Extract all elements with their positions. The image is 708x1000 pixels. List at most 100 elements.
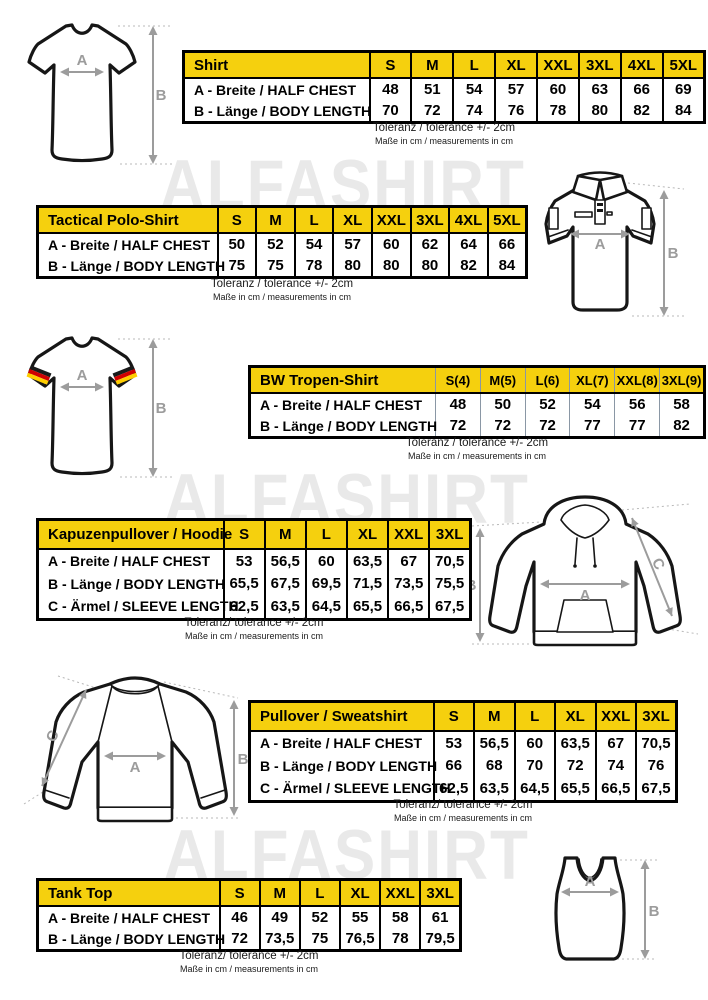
measure-arrow-b: B: [148, 339, 167, 477]
polo-collar: [571, 171, 629, 202]
measure-value-cell: 82: [659, 415, 705, 438]
header-row: Tank Top S M L XL XXL 3XL: [37, 879, 461, 907]
leader-line: [471, 521, 543, 527]
size-header-cell: XL: [494, 51, 537, 79]
measure-value-cell: 67: [387, 549, 430, 573]
measurements-line: Maße in cm / measurements in cm: [179, 964, 319, 975]
measure-value-cell: 55: [338, 906, 381, 928]
tshirt-diagram: A B: [22, 20, 192, 172]
measure-value-cell: 72: [554, 754, 596, 777]
measure-label-cell: A - Breite / HALF CHEST: [260, 396, 423, 413]
measure-arrow-b: B: [229, 700, 249, 816]
hoodie-table: Kapuzenpullover / Hoodie S M L XL XXL 3XL A - B…: [36, 518, 472, 621]
hood-opening: [560, 504, 610, 539]
measure-label-cell: A - Breite / HALF CHEST: [194, 81, 357, 98]
measure-value-cell: 72: [218, 928, 260, 951]
measure-value-cell: 76: [635, 754, 677, 777]
measure-value-cell: 79,5: [419, 928, 461, 951]
measure-value-cell: 64,5: [304, 595, 347, 619]
size-header-cell: M: [258, 879, 300, 907]
measurement-row: B - Länge / BODY LENGTH 70 72 74 76 78 80 82 84: [184, 100, 705, 123]
bw-tropen-shirt-size-table: BW Tropen-Shirt S(4) M(5) L(6) XL(7) XXL(8) 3X…: [248, 365, 706, 439]
measurement-row: A - Breite / HALF CHEST 53 56,5 60 63,5 67 70,…: [250, 731, 677, 755]
measure-value-cell: 77: [569, 415, 615, 438]
measure-value-cell: 56: [614, 393, 660, 415]
measure-arrow-a: A: [104, 751, 166, 776]
measure-value-cell: 66,5: [594, 777, 636, 801]
size-header-cell: 5XL: [661, 51, 705, 79]
tshirt-outline: [27, 336, 137, 476]
size-header-cell: L(6): [524, 366, 570, 394]
kangaroo-pocket: [556, 599, 614, 633]
table-title: Shirt: [183, 51, 370, 79]
measure-value-cell: 72: [524, 415, 570, 438]
table-title: Pullover / Sweatshirt: [249, 701, 434, 732]
hoodie-diagram: A B C: [464, 490, 706, 658]
measure-value-cell: 78: [379, 928, 421, 951]
measure-value-cell: 62: [409, 233, 450, 255]
measure-value-cell: 74: [452, 100, 496, 123]
measure-value-cell: 73,5: [387, 572, 430, 595]
measure-label-cell: A - Breite / HALF CHEST: [260, 735, 423, 752]
size-header-cell: XXL: [379, 879, 421, 907]
button-placket: [594, 199, 613, 225]
measure-value-cell: 69: [661, 78, 705, 100]
measure-value-cell: 72: [410, 100, 454, 123]
measure-value-cell: 57: [494, 78, 537, 100]
leader-line: [57, 675, 97, 689]
measure-value-cell: 66: [486, 233, 527, 255]
size-header-cell: XL: [338, 879, 381, 907]
size-header-cell: M: [263, 519, 306, 550]
measure-value-cell: 66: [432, 754, 474, 777]
size-header-cell: S: [432, 701, 474, 732]
measurements-line: Maße in cm / measurements in cm: [212, 292, 352, 303]
tank-top-size-table: Tank Top S M L XL XXL 3XL A - Breite / HALF CHE…: [36, 878, 462, 952]
neck-ribbing: [73, 340, 91, 348]
german-flag-right: [112, 365, 138, 385]
tolerance-note: Toleranz / tolerance +/- 2cm Maße in cm …: [36, 278, 528, 303]
measurements-line: Maße in cm / measurements in cm: [393, 813, 533, 824]
measure-arrow-b: B: [659, 190, 679, 316]
measure-value-cell: 58: [659, 393, 705, 415]
measurement-row: C - Ärmel / SLEEVE LENGTH 62,5 63,5 64,5 65,…: [38, 595, 471, 619]
tank-top-outline: [554, 856, 626, 961]
measurement-row: B - Länge / BODY LENGTH 72 73,5 75 76,5 78 79,…: [38, 928, 461, 951]
measure-value-cell: 56,5: [263, 549, 306, 573]
measure-value-cell: 67,5: [635, 777, 677, 801]
tank-top-table: Tank Top S M L XL XXL 3XL A - Breite / HALF CHE…: [36, 878, 462, 952]
header-row: Shirt S M L XL XXL 3XL 4XL 5XL: [183, 51, 705, 79]
measure-value-cell: 78: [293, 255, 334, 278]
size-header-cell: M(5): [479, 366, 526, 394]
size-header-cell: L: [298, 879, 340, 907]
measure-value-cell: 82: [619, 100, 663, 123]
svg-text:A: A: [585, 873, 596, 890]
svg-text:B: B: [668, 245, 679, 262]
measure-value-cell: 54: [452, 78, 496, 100]
table-title: BW Tropen-Shirt: [249, 366, 436, 394]
size-header-cell: L: [293, 206, 334, 234]
name-tape: [574, 211, 593, 218]
measurement-row: B - Länge / BODY LENGTH 75 75 78 80 80 80 82 84: [38, 255, 527, 278]
table-title: Tactical Polo-Shirt: [37, 206, 218, 234]
measure-value-cell: 77: [614, 415, 660, 438]
tolerance-note: Toleranz / tolerance +/- 2cm Maße in cm …: [182, 122, 706, 147]
measure-value-cell: 56,5: [473, 731, 515, 755]
measure-value-cell: 75: [255, 255, 295, 278]
bw-tropen-table: BW Tropen-Shirt S(4) M(5) L(6) XL(7) XXL(8) 3X…: [248, 365, 706, 439]
measure-value-cell: 80: [332, 255, 372, 278]
polo-outline: [544, 182, 656, 312]
measure-value-cell: 60: [371, 233, 411, 255]
german-flag-left: [26, 365, 52, 385]
measurement-row: A - Breite / HALF CHEST 48 50 52 54 56 58: [250, 393, 705, 415]
measure-value-cell: 71,5: [345, 572, 389, 595]
measure-value-cell: 72: [435, 415, 481, 438]
size-header-cell: XXL: [387, 519, 430, 550]
measure-value-cell: 75: [298, 928, 340, 951]
svg-text:B: B: [238, 751, 249, 768]
measure-label-cell: A - Breite / HALF CHEST: [48, 553, 211, 570]
measure-value-cell: 60: [304, 549, 347, 573]
raglan-seams: [97, 685, 173, 743]
measure-value-cell: 70,5: [635, 731, 677, 755]
tolerance-line: Toleranz/ tolerance +/- 2cm: [393, 799, 533, 811]
size-header-cell: XXL(8): [614, 366, 660, 394]
